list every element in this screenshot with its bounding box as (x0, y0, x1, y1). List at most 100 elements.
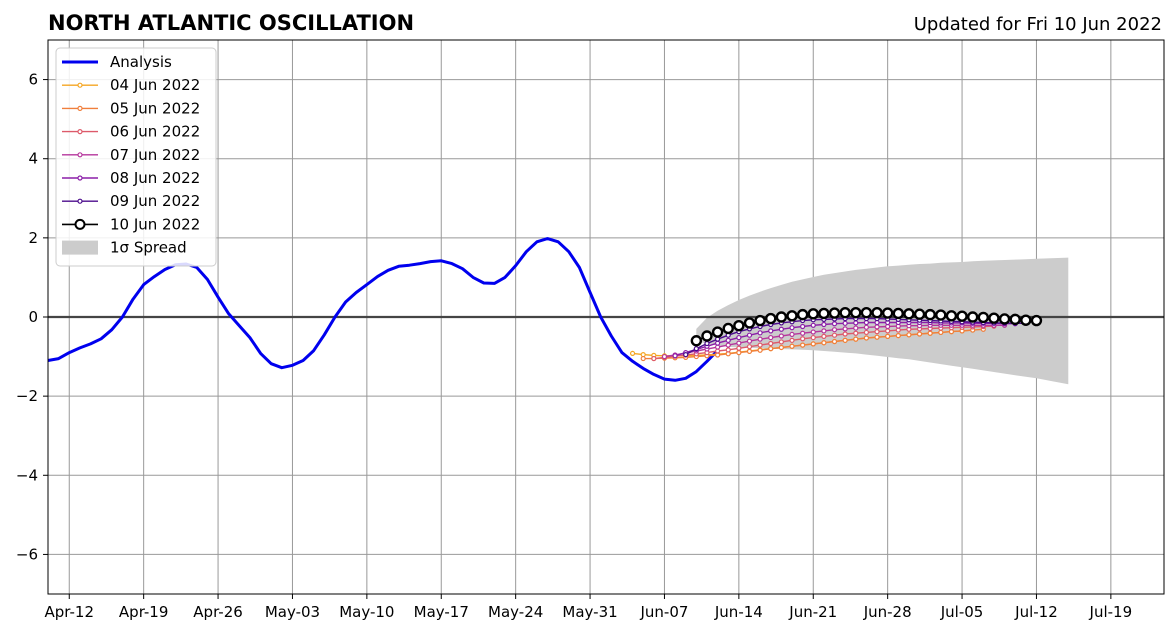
latest-forecast-point (1020, 314, 1032, 326)
forecast-point (874, 334, 880, 340)
forecast-point (704, 340, 710, 347)
forecast-point (821, 333, 827, 339)
forecast-point (863, 324, 870, 330)
forecast-point (800, 330, 806, 336)
forecast-point (831, 338, 838, 345)
forecast-point (778, 333, 784, 339)
latest-forecast-point (839, 306, 851, 319)
legend-marker (77, 82, 83, 88)
forecast-point (863, 335, 870, 341)
forecast-point (842, 326, 848, 332)
legend-entry: 07 Jun 2022 (62, 146, 200, 164)
forecast-point (831, 332, 838, 338)
forecast-point (746, 332, 753, 338)
latest-forecast-point (881, 307, 894, 319)
latest-forecast-point (722, 322, 734, 335)
forecast-point (746, 338, 753, 344)
forecast-point (810, 329, 816, 335)
y-tick-label: 0 (28, 308, 38, 326)
legend: Analysis 04 Jun 2022 05 Jun 2022 06 Jun 202… (55, 47, 217, 267)
latest-forecast-point (935, 309, 947, 321)
forecast-point (916, 331, 923, 337)
analysis-line (47, 237, 719, 382)
forecast-point (810, 334, 816, 341)
y-tick-label: 2 (28, 229, 38, 247)
forecast-point (853, 336, 859, 342)
y-tick-label: −4 (16, 466, 38, 484)
forecast-point (757, 347, 763, 353)
forecast-point (757, 342, 763, 348)
forecast-point (725, 342, 731, 348)
legend-label: 08 Jun 2022 (110, 169, 200, 187)
forecast-point (757, 336, 763, 342)
latest-forecast-point (956, 310, 968, 322)
legend-marker (77, 198, 83, 204)
forecast-point (938, 329, 944, 336)
forecast-point (736, 334, 742, 341)
x-tick-label: Apr-19 (119, 603, 169, 621)
forecast-point (831, 327, 838, 333)
forecast-point (746, 344, 753, 350)
forecast-point (895, 332, 901, 339)
forecast-point (778, 339, 784, 345)
x-tick-label: May-17 (414, 603, 469, 621)
legend-entry: 08 Jun 2022 (62, 169, 200, 187)
forecast-point (853, 320, 859, 326)
chart-subtitle: Updated for Fri 10 Jun 2022 (914, 14, 1162, 35)
x-tick-label: Jun-28 (863, 603, 912, 621)
latest-forecast-point (850, 306, 862, 319)
legend-label: 10 Jun 2022 (110, 215, 200, 233)
legend-entry: 10 Jun 2022 (62, 215, 200, 233)
forecast-point (810, 322, 816, 328)
forecast-point (768, 328, 774, 334)
spread-band (696, 257, 1069, 385)
latest-forecast-point (733, 320, 745, 332)
latest-forecast-point (998, 313, 1011, 325)
legend-marker (77, 105, 83, 112)
forecast-point (885, 328, 891, 334)
forecast-point (757, 330, 763, 336)
forecast-point (629, 350, 636, 357)
forecast-point (768, 340, 774, 347)
forecast-point (927, 330, 933, 336)
forecast-point (714, 336, 721, 342)
legend-label: 09 Jun 2022 (110, 192, 200, 210)
forecast-point (789, 343, 795, 349)
latest-forecast-point (1009, 313, 1021, 326)
latest-forecast-point (945, 310, 958, 322)
forecast-point (831, 321, 838, 327)
legend-entry: Analysis (62, 53, 172, 71)
latest-forecast-point (754, 314, 766, 327)
latest-forecast-point (871, 306, 883, 319)
latest-forecast-point (924, 308, 936, 321)
x-tick-label: Jun-07 (639, 603, 688, 621)
forecast-point (842, 337, 848, 343)
forecast-point (789, 331, 795, 338)
forecast-point (810, 341, 816, 347)
legend-label: 05 Jun 2022 (110, 99, 200, 117)
latest-forecast-point (966, 311, 979, 323)
legend-marker (77, 152, 83, 158)
spread-area (696, 257, 1069, 385)
forecast-point (768, 346, 774, 352)
forecast-point (885, 333, 891, 339)
x-tick-label: Jun-21 (788, 603, 837, 621)
latest-forecast-point (988, 312, 1000, 324)
analysis-series (47, 237, 719, 382)
latest-forecast-point (786, 310, 798, 322)
forecast-point (821, 328, 827, 334)
forecast-point (725, 347, 731, 353)
forecast-point (789, 325, 795, 331)
forecast-point (842, 320, 848, 326)
chart-title: NORTH ATLANTIC OSCILLATION (48, 11, 414, 35)
forecast-point (778, 344, 784, 351)
forecast-point (821, 321, 827, 328)
y-axis: 6 4 2 0 −2 −4 −6 (16, 71, 48, 563)
forecast-point (778, 326, 784, 332)
forecast-point (874, 329, 880, 335)
forecast-point (736, 345, 742, 351)
forecast-point (651, 355, 657, 362)
x-tick-label: May-10 (339, 603, 394, 621)
forecast-point (736, 340, 742, 346)
